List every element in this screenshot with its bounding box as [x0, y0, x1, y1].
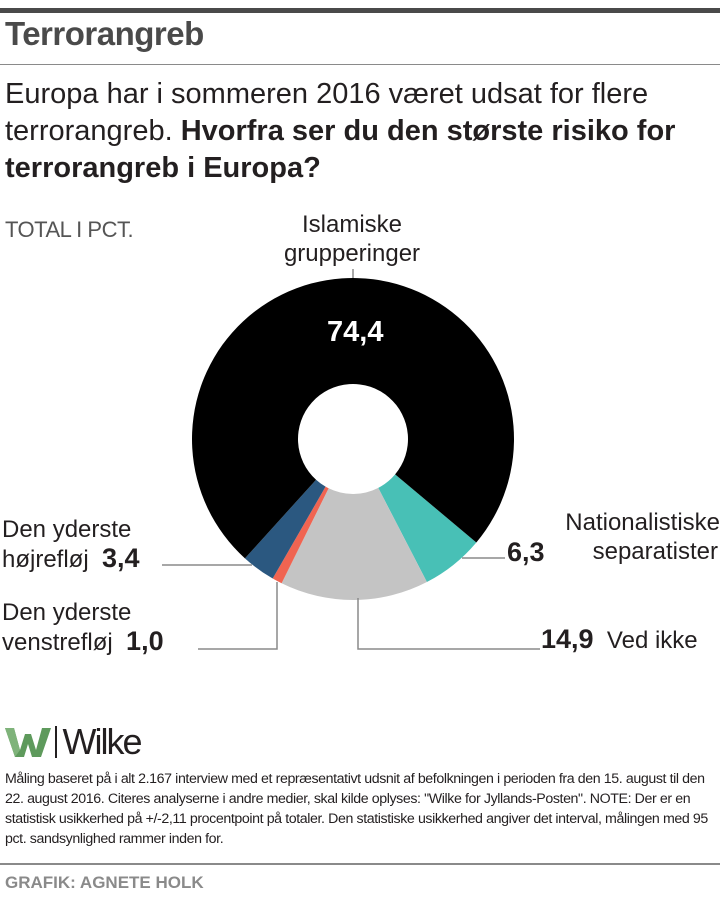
logo-separator: [55, 726, 57, 758]
value-vedikke: 14,9: [541, 624, 594, 654]
logo-text: Wilke: [62, 721, 143, 762]
value-nationalistiske: 6,3: [507, 537, 545, 567]
label-line: højrefløj: [2, 546, 89, 573]
value-venstre: 1,0: [126, 626, 164, 656]
slice-venstre: [272, 486, 329, 584]
graphic-credit: GRAFIK: AGNETE HOLK: [5, 873, 204, 892]
label-line: Den yderste: [2, 516, 132, 543]
label-line: venstrefløj: [2, 629, 113, 656]
question-text: Europa har i sommeren 2016 været udsat f…: [5, 76, 715, 187]
label-vedikke-row: 14,9 Ved ikke: [541, 625, 698, 655]
question-bold: Hvorfra ser du den største risiko for te…: [5, 115, 676, 184]
footnote: Måling baseret på i alt 2.167 interview …: [5, 771, 708, 847]
donut-chart: [162, 269, 540, 650]
label-vedikke: Ved ikke: [606, 627, 698, 654]
leader-venstre: [198, 582, 278, 650]
label-islamiske: Islamiske grupperinger: [282, 210, 422, 268]
leader-vedikke: [357, 598, 540, 650]
slice-hojre: [244, 479, 326, 579]
label-venstre: Den yderste venstrefløj 1,0: [2, 598, 164, 657]
question-intro: Europa har i sommeren 2016 været udsat f…: [5, 78, 649, 147]
label-line: separatister: [592, 538, 718, 565]
label-line: Den yderste: [2, 599, 132, 626]
value-hojre: 3,4: [102, 543, 140, 573]
slice-vedikke: [281, 487, 427, 600]
title-divider: [0, 64, 720, 65]
label-line: Islamiske: [301, 211, 403, 238]
footer-divider: [0, 863, 720, 865]
wilke-logo: Wilke: [5, 721, 143, 762]
label-line: grupperinger: [283, 240, 421, 267]
label-line: Nationalistiske: [565, 509, 720, 536]
slice-islamiske: [192, 278, 514, 559]
label-hojre: Den yderste højrefløj 3,4: [2, 515, 140, 574]
unit-label: TOTAL I PCT.: [5, 217, 134, 242]
slice-nationalistiske: [378, 474, 477, 583]
page-title: Terrorangreb: [5, 15, 204, 52]
top-rule: [0, 8, 720, 13]
label-nationalistiske: Nationalistiske separatister: [545, 508, 720, 566]
wilke-w-icon: [5, 728, 51, 757]
value-islamiske: 74,4: [327, 316, 384, 348]
